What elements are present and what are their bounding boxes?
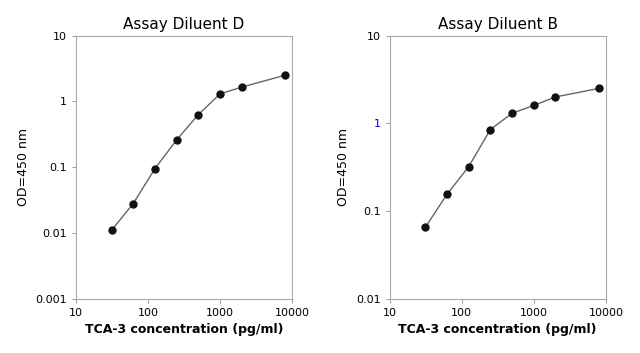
Title: Assay Diluent D: Assay Diluent D: [124, 17, 244, 32]
X-axis label: TCA-3 concentration (pg/ml): TCA-3 concentration (pg/ml): [399, 323, 597, 336]
X-axis label: TCA-3 concentration (pg/ml): TCA-3 concentration (pg/ml): [84, 323, 284, 336]
Title: Assay Diluent B: Assay Diluent B: [438, 17, 557, 32]
Y-axis label: OD=450 nm: OD=450 nm: [17, 128, 29, 206]
Y-axis label: OD=450 nm: OD=450 nm: [337, 128, 350, 206]
